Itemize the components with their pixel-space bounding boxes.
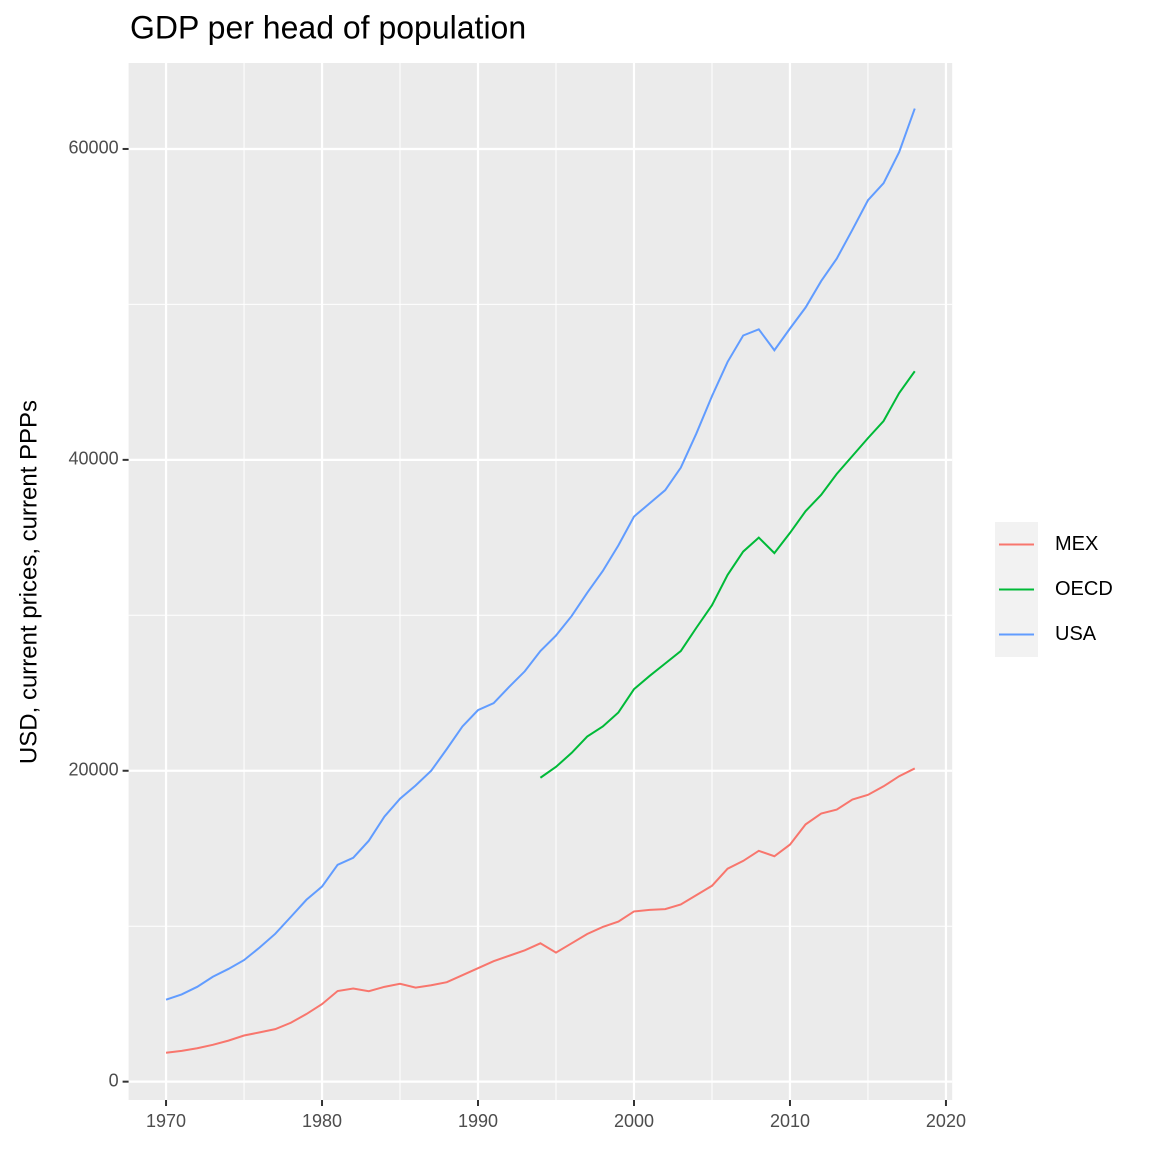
x-tick-label: 2000 [614, 1111, 654, 1131]
series-line [165, 767, 916, 1054]
y-axis-label: USD, current prices, current PPPs [15, 400, 42, 764]
legend-label: OECD [1055, 578, 1113, 600]
x-tick-label: 1990 [458, 1111, 498, 1131]
y-tick-label: 0 [109, 1070, 119, 1090]
legend-label: USA [1055, 623, 1097, 645]
y-tick-label: 60000 [69, 138, 119, 158]
legend-label: MEX [1055, 533, 1098, 555]
chart-title: GDP per head of population [130, 9, 526, 45]
series-line [539, 370, 916, 779]
y-tick-label: 40000 [69, 449, 119, 469]
x-tick-label: 2010 [770, 1111, 810, 1131]
x-tick-label: 2020 [926, 1111, 966, 1131]
series-line [165, 108, 916, 1001]
x-tick-label: 1970 [146, 1111, 186, 1131]
y-tick-label: 20000 [69, 760, 119, 780]
plot-panel [128, 63, 953, 1100]
x-tick-label: 1980 [302, 1111, 342, 1131]
